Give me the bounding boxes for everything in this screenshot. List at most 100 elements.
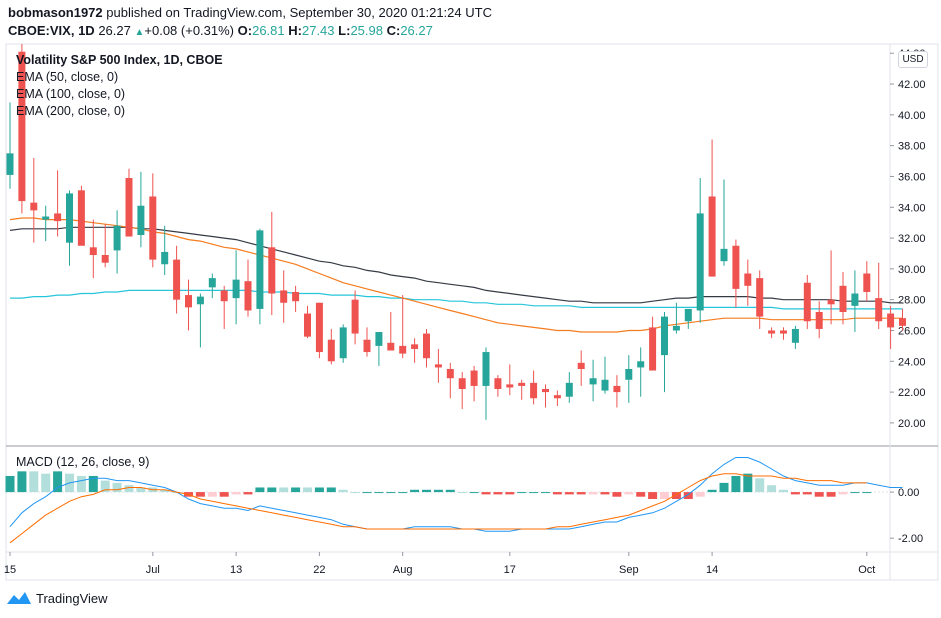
macd-histogram-bar — [755, 478, 765, 493]
macd-tick-label: 0.00 — [898, 487, 919, 499]
macd-histogram-bar — [671, 492, 681, 499]
candle-body — [30, 202, 38, 211]
footer-brand[interactable]: TradingView — [6, 590, 108, 606]
candle-body — [268, 247, 276, 294]
ema200-line — [9, 226, 903, 304]
legend-ema50[interactable]: EMA (50, close, 0) — [16, 70, 119, 84]
candle-body — [446, 368, 454, 379]
candle-body — [363, 339, 371, 353]
macd-histogram-bar — [231, 492, 241, 495]
macd-histogram-bar — [612, 492, 622, 497]
candle-body — [399, 345, 407, 354]
macd-histogram-bar — [5, 475, 15, 493]
candle-body — [815, 312, 823, 329]
candle-body — [744, 273, 752, 286]
macd-histogram-bar — [564, 492, 574, 495]
candle-body — [220, 290, 228, 302]
candle-body — [494, 378, 502, 390]
macd-histogram-bar — [767, 485, 777, 493]
candle-body — [899, 318, 906, 326]
ema50-line — [9, 217, 903, 333]
candle-body — [315, 302, 323, 353]
date-tick-label: 15 — [4, 564, 16, 576]
candle-body — [542, 389, 549, 393]
date-tick-label: Aug — [393, 564, 413, 576]
macd-histogram-bar — [112, 482, 122, 493]
price-tick-label: 42.00 — [898, 79, 926, 91]
high-label: H: — [288, 23, 302, 38]
date-tick-label: 17 — [504, 564, 516, 576]
macd-histogram-bar — [481, 492, 491, 495]
macd-histogram-bar — [588, 492, 598, 495]
macd-histogram-bar — [814, 492, 824, 497]
publisher-user[interactable]: bobmason1972 — [8, 5, 103, 20]
candle-body — [387, 342, 395, 351]
candle-body — [708, 196, 716, 277]
macd-histogram-bar — [350, 492, 360, 494]
candle-body — [839, 285, 847, 312]
symbol-label: CBOE:VIX, 1D — [8, 23, 95, 38]
price-tick-label: 24.00 — [898, 356, 926, 368]
price-tick-label: 32.00 — [898, 233, 926, 245]
price-tick-label: 28.00 — [898, 295, 926, 307]
macd-histogram-bar — [398, 492, 408, 494]
macd-histogram-bar — [493, 492, 503, 495]
candle-body — [565, 382, 573, 397]
main-legend: Volatility S&P 500 Index, 1D, CBOE EMA (… — [16, 52, 223, 120]
macd-histogram-bar — [88, 475, 98, 493]
candle-body — [149, 196, 157, 260]
candle-body — [684, 308, 692, 322]
candle-body — [732, 245, 740, 289]
macd-histogram-bar — [29, 471, 39, 493]
macd-tick-label: -2.00 — [898, 533, 923, 545]
candle-body — [482, 352, 490, 386]
macd-histogram-bar — [517, 492, 527, 494]
candle-body — [54, 213, 62, 222]
macd-histogram-bar — [457, 492, 467, 494]
legend-title[interactable]: Volatility S&P 500 Index, 1D, CBOE — [16, 53, 223, 67]
macd-histogram-bar — [660, 492, 669, 499]
macd-histogram-bar — [255, 487, 265, 493]
candle-body — [375, 332, 383, 346]
candle-body — [173, 259, 181, 300]
macd-histogram-bar — [505, 492, 515, 495]
candle-body — [637, 361, 645, 368]
legend-ema100[interactable]: EMA (100, close, 0) — [16, 87, 126, 101]
macd-histogram-bar — [683, 492, 693, 499]
macd-histogram-bar — [17, 471, 27, 493]
macd-histogram-bar — [219, 492, 229, 497]
macd-histogram-bar — [707, 489, 717, 493]
macd-histogram-bar — [243, 492, 253, 495]
macd-legend[interactable]: MACD (12, 26, close, 9) — [16, 455, 150, 469]
macd-histogram-bar — [291, 487, 301, 493]
macd-histogram-bar — [695, 492, 705, 497]
candle-body — [6, 153, 14, 175]
candle-body — [613, 385, 621, 393]
candle-body — [292, 291, 300, 302]
candle-body — [577, 362, 585, 369]
candle-body — [625, 368, 633, 380]
candle-body — [863, 273, 871, 292]
candle-body — [589, 378, 597, 385]
candle-body — [803, 282, 811, 322]
footer-brand-label: TradingView — [36, 590, 108, 606]
macd-histogram-bar — [386, 492, 396, 494]
tradingview-logo-icon — [7, 592, 31, 604]
last-price: 26.27 — [98, 23, 131, 38]
candle-body — [875, 298, 883, 322]
candle-body — [42, 216, 50, 220]
macd-histogram-bar — [779, 489, 788, 493]
macd-histogram-bar — [100, 480, 110, 493]
candle-body — [113, 225, 121, 251]
macd-histogram-bar — [648, 492, 658, 499]
legend-ema200[interactable]: EMA (200, close, 0) — [16, 104, 126, 118]
macd-histogram-bar — [719, 482, 729, 493]
candle-body — [553, 395, 561, 399]
macd-histogram-bar — [410, 489, 420, 493]
macd-histogram-bar — [136, 487, 146, 493]
candle-body — [696, 213, 704, 311]
macd-histogram-bar — [862, 492, 872, 494]
currency-button[interactable]: USD — [898, 51, 928, 68]
macd-line — [9, 457, 903, 532]
